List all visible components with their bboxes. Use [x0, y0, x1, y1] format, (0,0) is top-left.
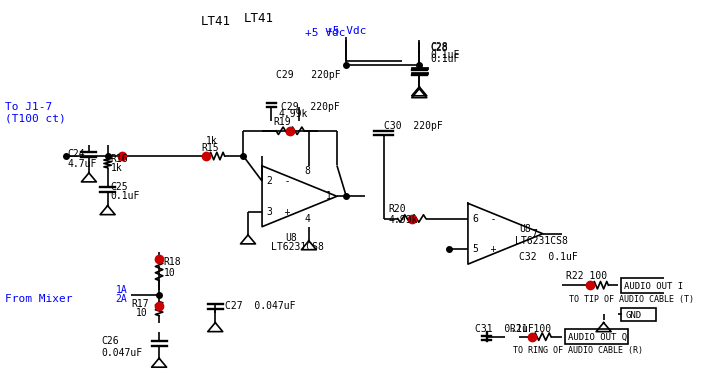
Text: GND: GND — [625, 311, 642, 320]
Text: LT41: LT41 — [243, 12, 274, 25]
Text: LT6231CS8: LT6231CS8 — [272, 242, 324, 252]
Text: C28: C28 — [430, 42, 448, 52]
FancyBboxPatch shape — [621, 278, 684, 293]
FancyBboxPatch shape — [621, 308, 656, 321]
Text: R21 100: R21 100 — [510, 324, 551, 334]
Text: (T100 ct): (T100 ct) — [5, 114, 65, 124]
Text: R16: R16 — [111, 154, 128, 164]
Text: 8: 8 — [304, 166, 310, 175]
Text: LT41: LT41 — [200, 15, 230, 28]
Text: 1k: 1k — [111, 163, 122, 173]
Text: 1A: 1A — [116, 285, 128, 295]
Text: R17: R17 — [131, 299, 149, 309]
Text: C32  0.1uF: C32 0.1uF — [520, 252, 578, 262]
Text: 4.99k: 4.99k — [389, 216, 418, 225]
Text: C31  0.1uF: C31 0.1uF — [476, 324, 534, 334]
Text: 0.1uF: 0.1uF — [430, 50, 460, 60]
Text: 6  -: 6 - — [473, 214, 496, 224]
Text: To J1-7: To J1-7 — [5, 102, 52, 112]
Text: 1: 1 — [325, 191, 332, 201]
Text: 5  +: 5 + — [473, 244, 496, 254]
Text: 4.7uF: 4.7uF — [67, 159, 96, 168]
Text: C29   220pF: C29 220pF — [276, 70, 341, 80]
Text: 10: 10 — [135, 308, 147, 318]
Text: U8: U8 — [286, 233, 297, 243]
Text: 0.1uF: 0.1uF — [111, 191, 140, 201]
Text: C26: C26 — [101, 336, 118, 346]
Text: C24: C24 — [67, 149, 85, 159]
Text: 10: 10 — [164, 268, 176, 278]
Text: R19: R19 — [273, 117, 291, 127]
Text: From Mixer: From Mixer — [5, 294, 72, 304]
Text: +5 Vdc: +5 Vdc — [306, 28, 346, 37]
Text: R15: R15 — [201, 143, 219, 152]
Text: C30  220pF: C30 220pF — [384, 121, 442, 131]
Text: U8: U8 — [520, 224, 531, 234]
Text: 7: 7 — [532, 229, 537, 239]
Text: TO TIP OF AUDIO CABLE (T): TO TIP OF AUDIO CABLE (T) — [569, 295, 694, 304]
Text: 0.1uF: 0.1uF — [430, 54, 460, 64]
Text: R20: R20 — [389, 204, 406, 214]
Text: LT6231CS8: LT6231CS8 — [515, 236, 568, 246]
Text: C25: C25 — [111, 182, 128, 192]
FancyBboxPatch shape — [565, 329, 628, 344]
Text: 1k: 1k — [206, 136, 218, 146]
Text: R18: R18 — [164, 257, 182, 267]
Text: AUDIO OUT I: AUDIO OUT I — [624, 282, 683, 291]
Text: TO RING OF AUDIO CABLE (R): TO RING OF AUDIO CABLE (R) — [513, 346, 643, 355]
Text: AUDIO OUT Q: AUDIO OUT Q — [568, 333, 627, 342]
Text: 2A: 2A — [116, 294, 128, 304]
Text: 4: 4 — [304, 214, 310, 224]
Text: 3  +: 3 + — [267, 207, 290, 217]
Text: +5 Vdc: +5 Vdc — [325, 26, 366, 36]
Text: C27  0.047uF: C27 0.047uF — [225, 301, 295, 311]
Text: 2  -: 2 - — [267, 176, 290, 186]
Text: R22 100: R22 100 — [566, 271, 608, 281]
Text: C28: C28 — [430, 44, 448, 53]
Text: 0.047uF: 0.047uF — [101, 348, 143, 357]
Text: 4.99k: 4.99k — [279, 109, 308, 119]
Text: C29  220pF: C29 220pF — [281, 102, 340, 112]
